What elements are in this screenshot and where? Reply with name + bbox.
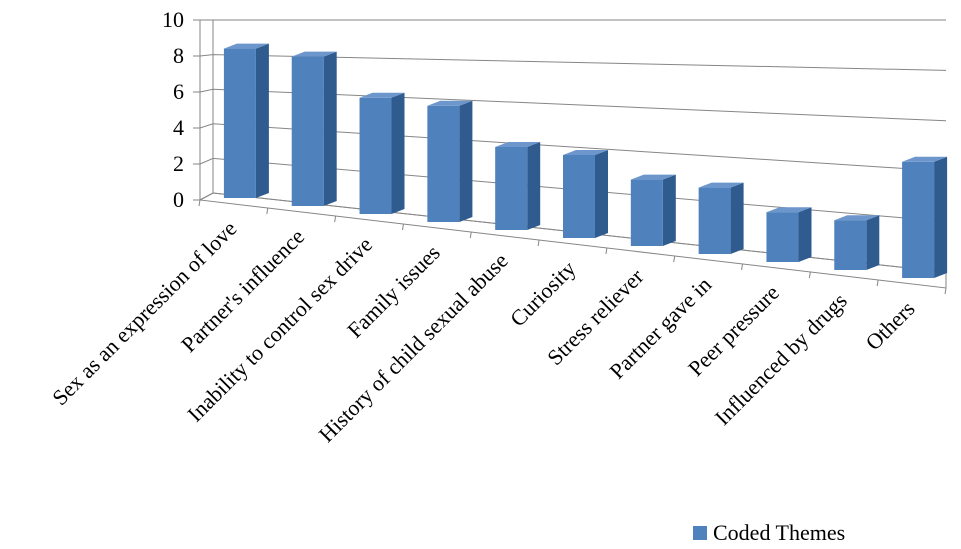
bar-side <box>391 92 405 214</box>
bar-side <box>662 174 676 246</box>
bar-top <box>223 43 269 49</box>
x-tick-mark <box>605 247 608 255</box>
bar-top <box>902 156 948 162</box>
bar-front <box>563 155 595 238</box>
bar-side <box>798 207 812 262</box>
legend-swatch <box>693 526 707 540</box>
bar-top <box>495 142 541 147</box>
x-tick-mark <box>537 239 540 247</box>
x-tick-mark <box>944 287 947 295</box>
x-tick-mark <box>266 207 269 215</box>
bar-front <box>698 187 731 254</box>
x-tick-mark <box>876 279 879 287</box>
legend: Coded Themes <box>693 520 846 545</box>
bar-top <box>834 215 880 221</box>
x-tick-mark <box>334 215 337 223</box>
x-tick-mark <box>673 255 676 263</box>
x-tick-mark <box>469 231 472 239</box>
bar-front <box>223 48 256 198</box>
bar <box>495 142 541 230</box>
x-tick-label: Others <box>860 296 919 355</box>
y-tick-label: 0 <box>173 187 184 212</box>
bar-side <box>595 150 608 238</box>
bar-front <box>902 161 935 278</box>
y-tick-label: 10 <box>162 7 184 32</box>
bar-front <box>359 97 392 214</box>
bar-side <box>866 215 880 270</box>
bar-top <box>359 92 405 98</box>
bar-top <box>630 174 676 180</box>
bar-side <box>255 43 269 198</box>
bar-top <box>766 207 812 213</box>
bar-top <box>427 100 473 106</box>
bar <box>359 92 405 214</box>
bar-side <box>934 156 948 278</box>
legend-label: Coded Themes <box>713 520 846 545</box>
y-tick-label: 4 <box>173 115 184 140</box>
bar-front <box>766 212 799 262</box>
bar <box>563 150 608 238</box>
bar <box>223 43 269 198</box>
x-tick-mark <box>401 223 404 231</box>
bar-side <box>730 182 744 254</box>
bar <box>291 51 337 206</box>
bar-front <box>630 179 663 246</box>
x-tick-label: Influenced by drugs <box>710 288 852 430</box>
y-tick-labels: 0 2 4 6 8 10 <box>162 7 184 212</box>
x-tick-label: Curiosity <box>505 256 581 332</box>
bar-side <box>527 142 541 230</box>
y-tick-label: 2 <box>173 151 184 176</box>
bars <box>223 43 948 278</box>
x-tick-mark <box>741 263 744 271</box>
bar-side <box>459 100 473 222</box>
bar <box>698 182 744 254</box>
x-tick-mark <box>808 271 811 279</box>
bar-front <box>427 105 460 222</box>
bar-side <box>323 51 337 206</box>
bar <box>766 207 812 262</box>
bar-top <box>563 150 608 155</box>
bar-front <box>495 147 528 230</box>
y-tick-label: 6 <box>173 79 184 104</box>
bar-top <box>698 182 744 188</box>
bar <box>427 100 473 222</box>
bar <box>834 215 880 270</box>
y-tick-label: 8 <box>173 43 184 68</box>
bar-front <box>291 56 324 206</box>
bar-front <box>834 220 867 270</box>
bar-top <box>291 51 337 57</box>
bar <box>630 174 676 246</box>
bar <box>902 156 948 278</box>
x-tick-mark <box>198 199 201 207</box>
